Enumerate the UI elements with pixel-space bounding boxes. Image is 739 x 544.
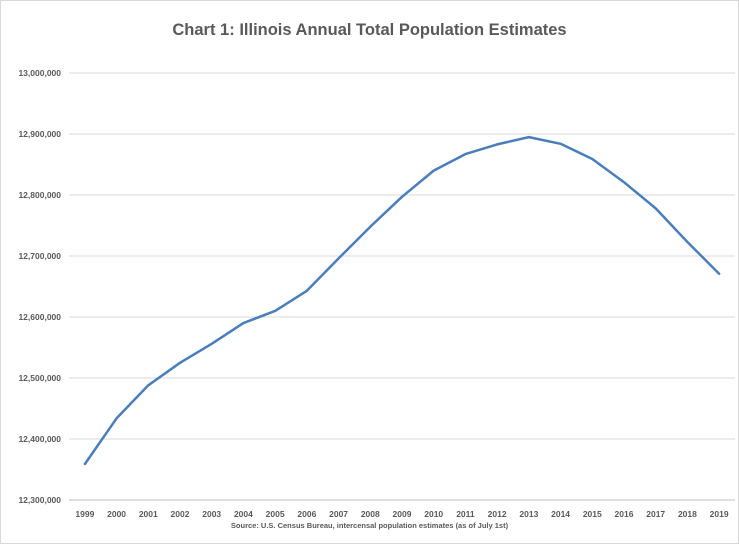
- data-point: [654, 207, 657, 210]
- data-point: [591, 158, 594, 160]
- data-point: [718, 272, 720, 275]
- x-tick-label: 2014: [551, 509, 570, 519]
- y-tick-label: 12,500,000: [18, 373, 61, 383]
- x-tick-label: 2006: [297, 509, 316, 519]
- y-tick-label: 12,900,000: [18, 129, 61, 139]
- x-tick-label: 2016: [615, 509, 634, 519]
- x-tick-label: 2007: [329, 509, 348, 519]
- x-tick-label: 2003: [202, 509, 221, 519]
- x-tick-label: 2018: [678, 509, 697, 519]
- x-tick-label: 2001: [139, 509, 158, 519]
- y-axis-tick-labels: 12,300,000 12,400,000 12,500,000 12,600,000…: [18, 68, 61, 505]
- data-point: [274, 310, 276, 312]
- data-point: [337, 257, 340, 260]
- data-point: [496, 143, 498, 146]
- data-point: [147, 384, 150, 387]
- data-point: [210, 343, 213, 345]
- x-tick-label: 1999: [75, 509, 94, 519]
- y-tick-label: 12,700,000: [18, 251, 61, 261]
- x-tick-label: 2012: [488, 509, 507, 519]
- y-tick-label: 12,400,000: [18, 434, 61, 444]
- series-line: [83, 135, 721, 466]
- data-point: [464, 153, 467, 155]
- x-tick-label: 2013: [519, 509, 538, 519]
- data-point: [401, 196, 403, 198]
- y-tick-label: 12,800,000: [18, 190, 61, 200]
- source-note: Source: U.S. Census Bureau, intercensal …: [230, 521, 509, 530]
- x-tick-label: 2000: [107, 509, 126, 519]
- series-layer: [83, 135, 721, 466]
- data-point: [623, 181, 625, 183]
- data-point: [432, 169, 435, 172]
- x-tick-label: 2009: [393, 509, 412, 519]
- y-tick-label: 13,000,000: [18, 68, 61, 78]
- data-point: [528, 136, 530, 138]
- gridlines: [69, 72, 735, 440]
- data-point: [84, 463, 86, 465]
- data-point: [686, 241, 689, 243]
- data-point: [179, 361, 181, 364]
- x-tick-label: 2002: [171, 509, 190, 519]
- x-tick-label: 2005: [266, 509, 285, 519]
- x-tick-label: 2004: [234, 509, 253, 519]
- x-tick-label: 2011: [456, 509, 475, 519]
- data-point: [242, 322, 245, 324]
- data-point: [306, 289, 308, 292]
- x-tick-label: 2008: [361, 509, 380, 519]
- data-point: [115, 417, 118, 420]
- x-axis-tick-labels: 1999 2000 2001 2002 2003 2004 2005 2006 2007 2008…: [75, 509, 728, 519]
- data-point: [559, 142, 562, 145]
- y-tick-label: 12,600,000: [18, 312, 61, 322]
- y-tick-label: 12,300,000: [18, 495, 61, 505]
- x-tick-label: 2015: [583, 509, 602, 519]
- chart-title: Chart 1: Illinois Annual Total Populatio…: [172, 21, 567, 39]
- x-tick-label: 2017: [646, 509, 665, 519]
- x-tick-label: 2010: [424, 509, 443, 519]
- data-point: [369, 225, 372, 228]
- x-tick-label: 2019: [710, 509, 729, 519]
